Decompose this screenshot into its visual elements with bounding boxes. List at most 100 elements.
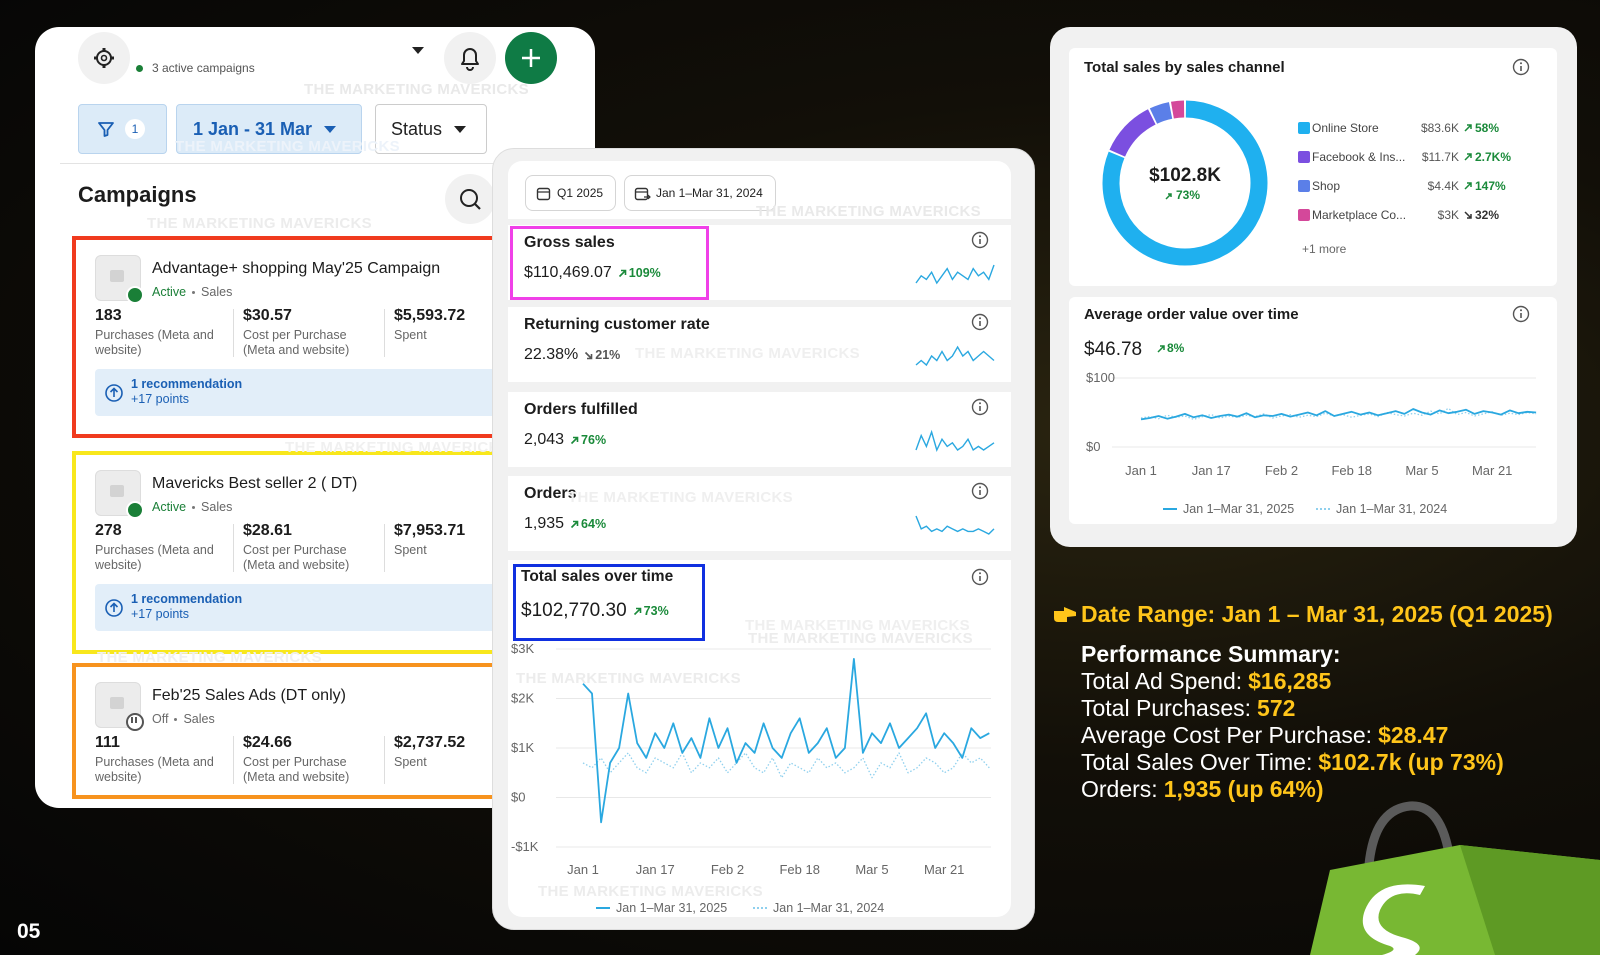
stat-label: Purchases (Meta and website) [95, 755, 214, 784]
column-divider [233, 524, 234, 572]
date-range: 1 Jan - 31 Mar [193, 118, 313, 139]
metric-title: Returning customer rate [524, 316, 710, 333]
sparkline-line [915, 515, 995, 535]
status-badge [126, 286, 144, 304]
info-icon[interactable] [1512, 58, 1530, 76]
stat-value: $24.66 [243, 734, 292, 751]
status-badge [126, 501, 144, 519]
watermark: THE MARKETING MAVERICKS [635, 345, 860, 362]
campaign-thumbnail [95, 255, 144, 304]
stat-value: $7,953.71 [394, 522, 466, 539]
column-divider [384, 309, 385, 357]
trend-arrow [1165, 193, 1172, 200]
y-tick-label: $100 [1086, 370, 1115, 385]
summary-label: Average Cost Per Purchase: [1081, 722, 1373, 748]
caret [454, 126, 467, 133]
info-icon[interactable] [971, 231, 989, 249]
channels-chart: Total sales by sales channel Online Store… [1084, 58, 1530, 266]
trend-arrow [570, 436, 579, 444]
status-button[interactable]: Status [375, 104, 487, 154]
summary-label: Total Ad Spend: [1081, 668, 1243, 694]
search-button[interactable] [445, 174, 495, 224]
objective: Sales [201, 285, 233, 299]
channel-value: $3K [1438, 208, 1459, 222]
series-line [1140, 408, 1537, 421]
status: Off [152, 712, 169, 726]
more-channels: +1 more [1302, 242, 1347, 256]
change-value: 21% [595, 348, 621, 362]
campaign-thumbnail [95, 470, 144, 519]
sparkline-line [915, 429, 995, 452]
metric-value: 22.38% [524, 346, 579, 363]
info-icon[interactable] [1512, 305, 1530, 323]
summary-line: Total Sales Over Time: $102.7k (up 73%) [1081, 749, 1504, 776]
create-button[interactable] [505, 32, 557, 84]
objective: Sales [183, 712, 215, 726]
x-tick-label: Jan 17 [1192, 463, 1231, 478]
dropdown-caret[interactable] [411, 45, 425, 55]
stat-label: Spent [394, 755, 427, 769]
change-value: 76% [581, 433, 607, 447]
stat-label: Cost per Purchase (Meta and website) [243, 328, 350, 357]
sparkline [915, 515, 995, 535]
info-icon[interactable] [971, 482, 989, 500]
calendar-icon [536, 187, 551, 200]
legend-label: Shop [1312, 179, 1340, 193]
change: 64% [570, 517, 606, 531]
trend-arrow [1464, 182, 1472, 190]
aov-card: Average order value over time $46.78 8% $0 $… [1069, 297, 1557, 524]
metric-value-row: 2,043 76% [524, 431, 606, 449]
status-badge [126, 713, 144, 731]
watermark: THE MARKETING MAVERICKS [516, 670, 741, 687]
period-button[interactable]: Q1 2025 [525, 175, 616, 211]
highlight-box [510, 226, 709, 300]
info-icon[interactable] [971, 568, 989, 586]
donut-segment [1149, 102, 1173, 124]
trend-arrow [1464, 211, 1472, 219]
change: 21% [584, 348, 620, 362]
recommendation-title: 1 recommendation [131, 377, 243, 391]
date-range-button[interactable]: 1 Jan - 31 Mar [176, 104, 362, 154]
notifications-button[interactable] [444, 32, 496, 84]
total-sales-card: -$1K $0 $1K $2K $3K Jan 1 Jan 17 Feb 2 Feb 18 Mar… [508, 560, 1011, 917]
recommendation[interactable]: 1 recommendation +17 points [95, 584, 525, 631]
active-count: 3 active campaigns [152, 61, 255, 75]
x-tick-label: Jan 1 [567, 862, 599, 877]
metric-title: Orders [524, 485, 577, 502]
watermark: THE MARKETING MAVERICKS [745, 617, 970, 634]
summary-line: Total Ad Spend: $16,285 [1081, 668, 1331, 695]
calendar-compare-icon [634, 187, 651, 200]
x-tick-label: Mar 21 [1472, 463, 1512, 478]
recommendation[interactable]: 1 recommendation +17 points [95, 369, 525, 416]
info-icon[interactable] [971, 313, 989, 331]
trend-arrow [618, 269, 627, 277]
chart-title: Total sales over time [521, 568, 674, 585]
recommendation-icon [105, 384, 123, 402]
trend-arrow [633, 607, 641, 615]
summary-label: Total Sales Over Time: [1081, 749, 1313, 775]
filter-button[interactable]: 1 [78, 104, 167, 154]
legend-label: Jan 1–Mar 31, 2024 [773, 901, 884, 915]
donut-segment [1109, 109, 1156, 157]
compare-button[interactable]: Jan 1–Mar 31, 2024 [624, 175, 776, 211]
summary-label: Total Purchases: [1081, 695, 1252, 721]
watermark: THE MARKETING MAVERICKS [285, 439, 510, 456]
channel-change: 58% [1475, 121, 1499, 135]
campaign-name: Mavericks Best seller 2 ( DT) [152, 475, 358, 492]
recommendation-points: +17 points [131, 392, 190, 406]
campaign-thumbnail [95, 682, 144, 731]
stat-value: 278 [95, 522, 122, 539]
watermark: THE MARKETING MAVERICKS [175, 138, 400, 155]
settings-button[interactable] [78, 32, 130, 84]
y-tick-label: $1K [511, 740, 534, 755]
x-tick-label: Mar 5 [1405, 463, 1438, 478]
x-tick-label: Feb 18 [1331, 463, 1371, 478]
recommendation-icon [105, 599, 123, 617]
chart-value: $102,770.30 [521, 600, 627, 621]
x-tick-label: Jan 1 [1125, 463, 1157, 478]
summary-value: $16,285 [1248, 668, 1332, 694]
change-value: 73% [643, 604, 669, 618]
stat-label: Purchases (Meta and website) [95, 543, 214, 572]
trend-arrow [585, 351, 593, 359]
info-icon[interactable] [971, 398, 989, 416]
